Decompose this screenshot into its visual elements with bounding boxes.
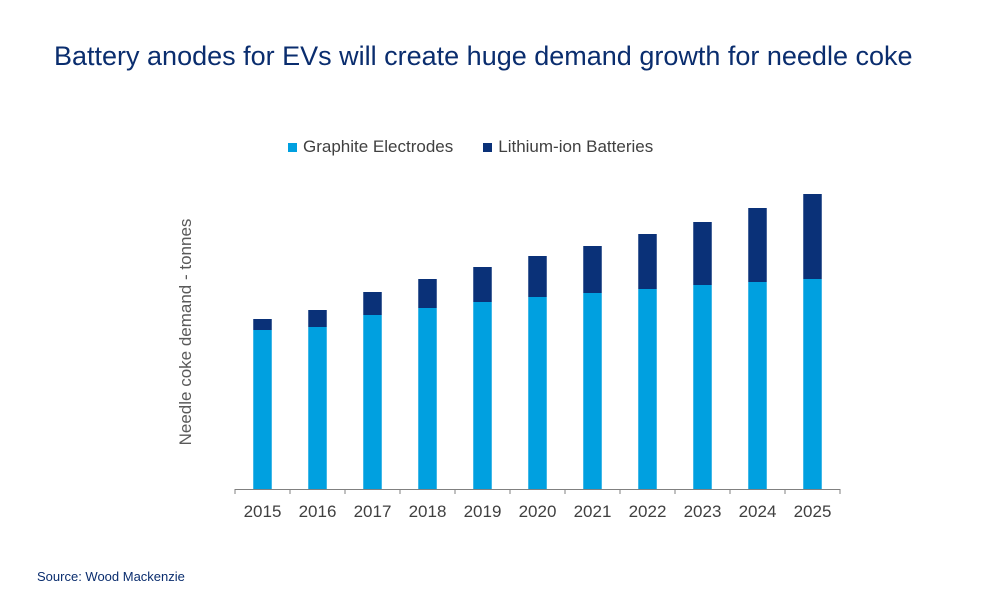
bar-graphite-electrodes-2024 bbox=[748, 282, 767, 489]
bar-graphite-electrodes-2023 bbox=[693, 285, 712, 489]
legend-label: Graphite Electrodes bbox=[303, 137, 454, 156]
bar-graphite-electrodes-2020 bbox=[528, 297, 547, 489]
x-tick-label: 2016 bbox=[299, 502, 337, 521]
x-tick-label: 2015 bbox=[244, 502, 282, 521]
page-title: Battery anodes for EVs will create huge … bbox=[54, 41, 913, 71]
bar-lithium-ion-batteries-2024 bbox=[748, 208, 767, 282]
x-tick-label: 2018 bbox=[409, 502, 447, 521]
bar-lithium-ion-batteries-2022 bbox=[638, 234, 657, 289]
legend-swatch bbox=[483, 142, 493, 152]
bar-graphite-electrodes-2021 bbox=[583, 293, 602, 489]
bar-lithium-ion-batteries-2018 bbox=[418, 279, 437, 308]
bar-graphite-electrodes-2022 bbox=[638, 289, 657, 489]
bar-graphite-electrodes-2018 bbox=[418, 308, 437, 489]
legend-swatch bbox=[288, 142, 297, 152]
bar-graphite-electrodes-2016 bbox=[308, 327, 327, 489]
bar-lithium-ion-batteries-2020 bbox=[528, 256, 547, 297]
bar-lithium-ion-batteries-2025 bbox=[803, 194, 822, 279]
bar-lithium-ion-batteries-2017 bbox=[363, 292, 382, 315]
bar-lithium-ion-batteries-2016 bbox=[308, 310, 327, 327]
x-tick-label: 2023 bbox=[684, 502, 722, 521]
source-note: Source: Wood Mackenzie bbox=[37, 569, 185, 584]
legend-item-graphite-electrodes: Graphite Electrodes bbox=[288, 137, 453, 157]
bar-lithium-ion-batteries-2019 bbox=[473, 267, 492, 302]
x-tick-label: 2019 bbox=[464, 502, 502, 521]
bar-lithium-ion-batteries-2021 bbox=[583, 246, 602, 293]
bar-graphite-electrodes-2017 bbox=[363, 315, 382, 489]
x-tick-label: 2025 bbox=[794, 502, 832, 521]
bar-graphite-electrodes-2025 bbox=[803, 279, 822, 489]
x-tick-label: 2017 bbox=[354, 502, 392, 521]
x-tick-label: 2021 bbox=[574, 502, 612, 521]
legend-label: Lithium-ion Batteries bbox=[498, 137, 654, 156]
legend-item-lithium-ion-batteries: Lithium-ion Batteries bbox=[483, 137, 653, 157]
bar-graphite-electrodes-2019 bbox=[473, 302, 492, 489]
bar-lithium-ion-batteries-2023 bbox=[693, 222, 712, 285]
x-tick-label: 2024 bbox=[739, 502, 777, 521]
x-tick-label: 2020 bbox=[519, 502, 557, 521]
bar-lithium-ion-batteries-2015 bbox=[253, 319, 272, 330]
x-tick-label: 2022 bbox=[629, 502, 667, 521]
bar-graphite-electrodes-2015 bbox=[253, 330, 272, 489]
chart-legend: Graphite Electrodes Lithium-ion Batterie… bbox=[288, 137, 653, 157]
